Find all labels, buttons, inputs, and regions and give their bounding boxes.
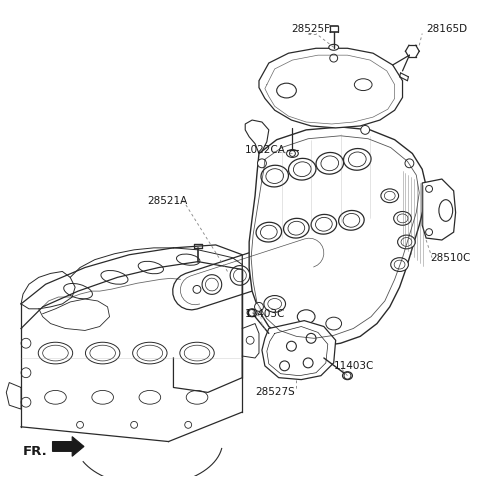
Ellipse shape [258,256,278,276]
Circle shape [303,358,313,368]
Ellipse shape [354,79,372,91]
Circle shape [246,336,254,344]
Ellipse shape [391,258,408,272]
Circle shape [361,125,370,134]
Ellipse shape [139,390,161,404]
Ellipse shape [288,158,316,180]
Ellipse shape [264,296,286,312]
Ellipse shape [92,390,113,404]
Ellipse shape [276,83,296,98]
Circle shape [287,341,296,351]
Ellipse shape [261,225,277,239]
Ellipse shape [268,299,282,309]
Circle shape [344,372,351,379]
Ellipse shape [266,168,284,183]
Text: 28165D: 28165D [426,24,467,34]
Polygon shape [262,321,336,380]
Ellipse shape [184,345,210,361]
Ellipse shape [384,192,395,200]
Ellipse shape [394,260,405,269]
Circle shape [21,397,31,407]
Ellipse shape [439,200,453,221]
Text: FR.: FR. [23,445,48,458]
Ellipse shape [234,269,246,282]
Ellipse shape [230,265,250,285]
Ellipse shape [64,284,93,299]
Ellipse shape [316,153,344,174]
Circle shape [330,54,337,62]
Ellipse shape [401,238,412,246]
Ellipse shape [247,309,257,317]
Ellipse shape [394,212,411,225]
Text: 28521A: 28521A [147,196,187,205]
Ellipse shape [186,390,208,404]
Ellipse shape [132,342,167,364]
Ellipse shape [348,152,366,167]
Ellipse shape [90,345,115,361]
Polygon shape [249,127,426,346]
Ellipse shape [43,345,68,361]
Ellipse shape [138,261,164,274]
Ellipse shape [284,218,309,238]
Ellipse shape [297,310,315,324]
Ellipse shape [261,165,288,187]
Circle shape [306,334,316,343]
Polygon shape [52,437,84,456]
Polygon shape [259,48,403,128]
Circle shape [77,421,84,428]
Ellipse shape [286,247,306,267]
Ellipse shape [397,214,408,223]
Text: 28525F: 28525F [291,24,330,34]
Ellipse shape [293,162,311,177]
Circle shape [21,338,31,348]
Ellipse shape [289,251,302,264]
Ellipse shape [321,156,338,171]
Ellipse shape [45,390,66,404]
Ellipse shape [177,254,200,265]
Text: 11403C: 11403C [334,361,374,371]
Ellipse shape [311,215,336,234]
Circle shape [289,151,295,156]
Circle shape [405,159,414,168]
Text: 28527S: 28527S [255,387,295,397]
Text: 11403C: 11403C [245,309,286,319]
Text: 28510C: 28510C [430,252,470,263]
Circle shape [193,286,201,293]
Polygon shape [422,179,456,240]
Ellipse shape [262,260,275,273]
Circle shape [249,309,255,316]
Ellipse shape [202,275,222,294]
Circle shape [21,368,31,378]
Circle shape [426,228,432,236]
Ellipse shape [101,271,128,284]
Circle shape [131,421,138,428]
Circle shape [254,302,264,312]
Ellipse shape [287,150,298,157]
Ellipse shape [343,214,360,227]
Ellipse shape [381,189,398,203]
Ellipse shape [315,217,332,231]
Ellipse shape [326,317,342,330]
Circle shape [185,421,192,428]
Ellipse shape [329,44,338,50]
Ellipse shape [288,221,305,235]
Ellipse shape [38,342,72,364]
Polygon shape [173,233,331,310]
Circle shape [280,361,289,371]
Ellipse shape [85,342,120,364]
Ellipse shape [137,345,163,361]
Circle shape [426,185,432,192]
Ellipse shape [256,222,282,242]
Ellipse shape [344,148,371,170]
Circle shape [303,250,311,257]
Circle shape [257,159,266,168]
Ellipse shape [180,342,214,364]
Text: 1022CA: 1022CA [245,144,286,155]
Ellipse shape [397,235,415,249]
Ellipse shape [205,278,218,291]
Ellipse shape [339,210,364,230]
Ellipse shape [343,372,352,380]
